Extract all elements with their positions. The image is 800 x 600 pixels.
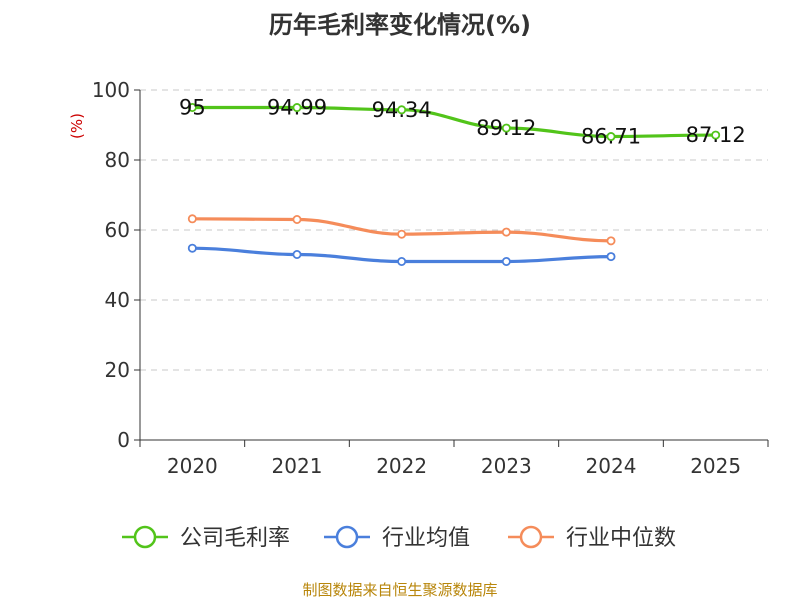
series-line-0 <box>192 105 716 139</box>
data-point <box>292 214 302 224</box>
legend-label: 行业均值 <box>382 526 470 551</box>
legend-swatch-marker <box>519 525 543 549</box>
x-tick-label: 2020 <box>167 454 218 478</box>
x-tick-label: 2024 <box>586 454 637 478</box>
data-point <box>501 227 511 237</box>
x-tick-label: 2025 <box>690 454 741 478</box>
data-point <box>187 243 197 253</box>
x-tick-label: 2022 <box>376 454 427 478</box>
series-group <box>187 103 721 266</box>
y-tick-label: 20 <box>105 358 130 382</box>
legend-swatch-marker <box>133 525 157 549</box>
x-ticks: 2020 2021 2022 2023 2024 2025 <box>139 440 769 478</box>
data-label: 94.99 <box>267 96 327 120</box>
data-point <box>187 103 197 113</box>
source-note: 制图数据来自恒生聚源数据库 <box>302 581 497 599</box>
data-label: 95 <box>179 96 206 120</box>
axes <box>139 90 768 441</box>
data-labels: 95 94.99 94.34 89.12 86.71 87.12 <box>179 96 746 149</box>
y-tick-label: 40 <box>105 288 130 312</box>
x-tick-label: 2023 <box>481 454 532 478</box>
data-point <box>501 256 511 266</box>
data-point <box>501 123 511 133</box>
legend-swatch-marker <box>335 525 359 549</box>
y-ticks: 0 20 40 60 80 100 <box>92 78 140 452</box>
y-tick-label: 100 <box>92 78 130 102</box>
data-label: 86.71 <box>581 125 641 149</box>
data-label: 89.12 <box>476 116 536 140</box>
grid-lines <box>140 89 768 371</box>
y-tick-label: 0 <box>117 428 130 452</box>
data-label: 94.34 <box>372 98 432 122</box>
data-point <box>397 105 407 115</box>
y-axis-unit: (%) <box>68 113 86 139</box>
x-tick-label: 2021 <box>272 454 323 478</box>
data-point <box>187 214 197 224</box>
legend-label: 公司毛利率 <box>180 526 290 551</box>
data-point <box>711 130 721 140</box>
data-point <box>606 236 616 246</box>
legend: 公司毛利率 行业均值 行业中位数 <box>122 525 676 551</box>
y-tick-label: 80 <box>105 148 130 172</box>
data-point <box>397 256 407 266</box>
chart-title: 历年毛利率变化情况(%) <box>269 11 531 39</box>
data-point <box>606 252 616 262</box>
data-point <box>397 229 407 239</box>
data-label: 87.12 <box>686 123 746 147</box>
y-tick-label: 60 <box>105 218 130 242</box>
data-point <box>292 249 302 259</box>
data-point <box>292 103 302 113</box>
legend-label: 行业中位数 <box>566 526 676 551</box>
data-point <box>606 132 616 142</box>
